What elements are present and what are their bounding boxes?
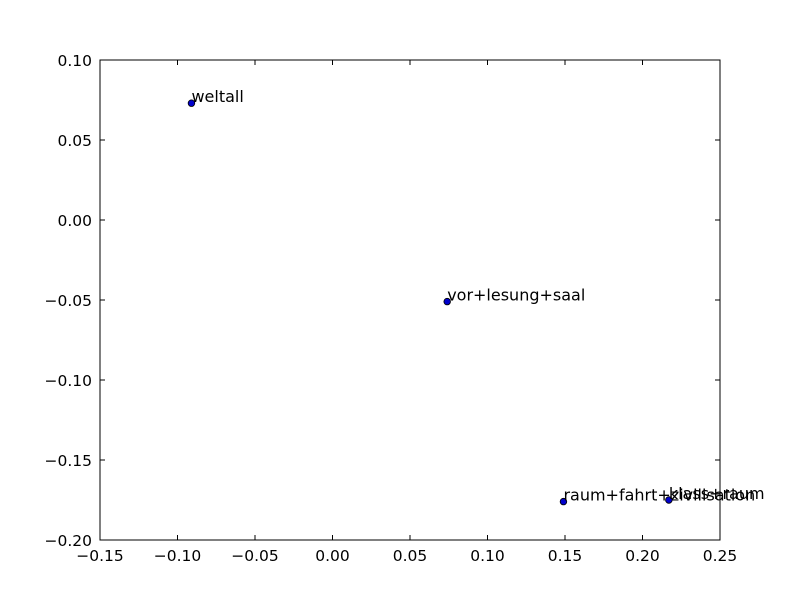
point-label: raum+fahrt+zivilisation bbox=[563, 486, 755, 505]
plot-area: −0.15 −0.10 −0.05 0.00 0.05 0.10 0.15 0.20 0.25 −… bbox=[45, 52, 765, 565]
x-tick-label: 0.05 bbox=[393, 547, 428, 565]
x-tick-label: 0.15 bbox=[548, 547, 583, 565]
data-point bbox=[559, 497, 568, 506]
data-point bbox=[187, 99, 196, 107]
x-tick-label: 0.25 bbox=[703, 547, 738, 565]
data-point bbox=[665, 496, 673, 504]
y-tick-label: −0.10 bbox=[45, 372, 93, 390]
point-label: klass+raum bbox=[669, 484, 765, 503]
data-point bbox=[443, 297, 451, 306]
y-tick-label: −0.15 bbox=[45, 452, 93, 470]
y-tick-label: −0.05 bbox=[45, 292, 93, 310]
x-tick-label: 0.00 bbox=[315, 547, 350, 565]
x-tick-label: 0.10 bbox=[470, 547, 505, 565]
x-tick-label: 0.20 bbox=[625, 547, 660, 565]
axes-frame bbox=[99, 59, 721, 541]
point-label: vor+lesung+saal bbox=[447, 286, 585, 305]
x-tick-label: −0.10 bbox=[154, 547, 202, 565]
y-tick-label: 0.10 bbox=[57, 52, 92, 70]
y-tick-label: 0.00 bbox=[57, 212, 92, 230]
x-tick-label: −0.05 bbox=[231, 547, 279, 565]
point-label: weltall bbox=[191, 87, 243, 106]
x-tick-label: −0.15 bbox=[76, 547, 124, 565]
y-tick-label: −0.20 bbox=[45, 532, 93, 550]
y-tick-label: 0.05 bbox=[57, 132, 92, 150]
